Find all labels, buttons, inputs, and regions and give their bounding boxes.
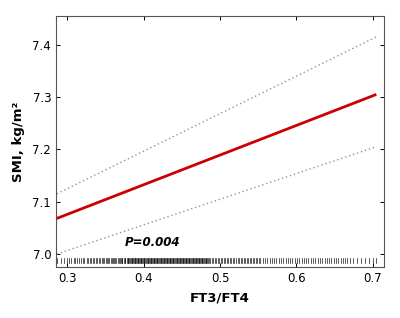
Text: P=0.004: P=0.004: [125, 236, 180, 249]
Y-axis label: SMI, kg/m²: SMI, kg/m²: [12, 101, 26, 182]
X-axis label: FT3/FT4: FT3/FT4: [190, 292, 250, 305]
